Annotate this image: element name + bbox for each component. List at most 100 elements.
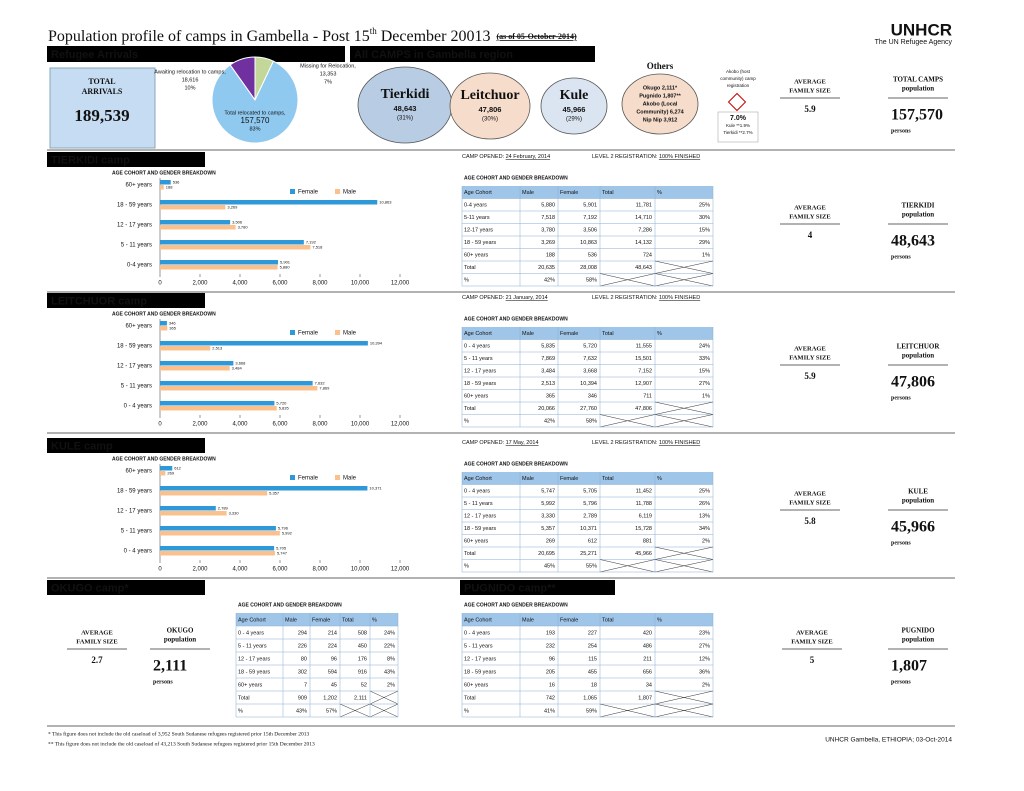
- table-cell: 55%: [586, 564, 597, 570]
- logo-tagline: The UN Refugee Agency: [875, 39, 953, 46]
- value-label: 188: [166, 185, 173, 190]
- population-label: TIERKIDI: [901, 202, 934, 210]
- title-sup: th: [370, 26, 378, 36]
- category-label: 60+ years: [125, 469, 152, 475]
- value-label: 3,506: [232, 220, 243, 225]
- camp-bubble-name: Tierkidi: [381, 87, 430, 102]
- table-cell: 5 - 11 years: [464, 643, 493, 649]
- others-line: Pugnido 1,807**: [639, 93, 681, 99]
- table-cell: 15,728: [635, 526, 652, 532]
- category-label: 12 - 17 years: [117, 509, 152, 515]
- table-cell: 115: [588, 656, 597, 662]
- bar: [160, 341, 368, 346]
- table-cell: %: [464, 564, 469, 570]
- table-cell: 27,760: [580, 406, 597, 412]
- table-cell: 26%: [699, 501, 710, 507]
- chart-title: AGE COHORT AND GENDER BREAKDOWN: [112, 170, 216, 176]
- value-label: 3,484: [232, 366, 243, 371]
- table-cell: 60+ years: [464, 682, 489, 688]
- table-cell: 656: [643, 669, 652, 675]
- camp-bubble-value: 45,966: [563, 105, 586, 114]
- table-cell: Total: [464, 551, 476, 557]
- camp-bubble-share: (31%): [397, 116, 413, 122]
- table-cell: 2,513: [541, 381, 555, 387]
- table-cell: 43%: [384, 669, 395, 675]
- family-label: AVERAGE: [794, 204, 826, 211]
- opened-date: 21 January, 2014: [506, 295, 548, 301]
- bar: [160, 406, 277, 411]
- table-cell: 3,780: [541, 228, 555, 234]
- total-box: [49, 67, 156, 149]
- x-tick-label: 2,000: [192, 422, 208, 428]
- table-cell: 1,065: [583, 695, 597, 701]
- table-cell: 420: [643, 630, 652, 636]
- camp-heading: KULE camp: [51, 440, 113, 452]
- family-label: AVERAGE: [794, 490, 826, 497]
- x-tick-label: 6,000: [272, 567, 288, 573]
- table-cell: 0 - 4 years: [464, 489, 490, 495]
- camp-heading: OKUGO camp*: [51, 582, 129, 594]
- table-cell: 60+ years: [464, 539, 489, 545]
- table-cell: 7,192: [583, 215, 597, 221]
- table-cell: 30%: [699, 215, 710, 221]
- footnote: ** This figure does not include the old …: [48, 740, 315, 747]
- x-tick-label: 12,000: [391, 567, 410, 573]
- registration-status: 100% FINISHED: [659, 295, 700, 301]
- camp-bubble-name: Leitchuor: [460, 88, 519, 103]
- x-tick-label: 4,000: [232, 422, 248, 428]
- camp-bubble-share: (29%): [566, 117, 582, 123]
- bar: [160, 366, 230, 371]
- value-label: 7,869: [319, 386, 330, 391]
- family-value: 5.9: [804, 371, 816, 381]
- population-unit: persons: [891, 254, 911, 260]
- legend-label: Male: [343, 476, 357, 482]
- table-cell: 24%: [384, 630, 395, 636]
- family-label: FAMILY SIZE: [76, 638, 117, 645]
- cross: [654, 546, 714, 560]
- bar: [160, 265, 278, 270]
- pie-label: Awaiting relocation to camps,: [154, 69, 226, 75]
- value-label: 346: [169, 321, 176, 326]
- camp-opened: CAMP OPENED: 24 February, 2014: [462, 154, 550, 160]
- value-label: 536: [173, 180, 180, 185]
- bar: [160, 491, 268, 496]
- note-line: Akobo (host: [726, 69, 751, 74]
- pie-slice: [211, 60, 299, 144]
- x-tick-label: 6,000: [272, 281, 288, 287]
- camp-heading: LEITCHUOR camp: [51, 295, 147, 307]
- population-label: TOTAL CAMPS: [893, 76, 943, 84]
- table-cell: 881: [643, 539, 652, 545]
- x-tick-label: 0: [158, 567, 162, 573]
- table-cell: Total: [464, 406, 476, 412]
- category-label: 18 - 59 years: [117, 203, 152, 209]
- table-column-header: %: [372, 617, 377, 623]
- legend-label: Male: [343, 331, 357, 337]
- table-cell: 18 - 59 years: [238, 669, 270, 675]
- table-cell: 5,357: [541, 526, 555, 532]
- table-cell: 232: [546, 643, 555, 649]
- value-label: 365: [169, 326, 176, 331]
- table-cell: 1,807: [638, 695, 652, 701]
- footnote: * This figure does not include the old c…: [48, 730, 309, 737]
- chart-title: AGE COHORT AND GENDER BREAKDOWN: [112, 311, 216, 317]
- value-label: 5,705: [276, 546, 287, 551]
- registration: LEVEL 2 REGISTRATION: 100% FINISHED: [592, 440, 700, 446]
- note-line: registration: [727, 83, 750, 88]
- table-cell: 211: [643, 656, 652, 662]
- camp-heading-bar: [47, 293, 205, 308]
- table-cell: 18 - 59 years: [464, 381, 496, 387]
- table-column-header: Female: [560, 190, 578, 196]
- table-cell: 909: [298, 695, 307, 701]
- registration-label: LEVEL 2 REGISTRATION:: [592, 154, 659, 160]
- region-heading: All CAMPS in Gambella region: [354, 49, 513, 61]
- family-value: 5: [810, 655, 815, 665]
- category-label: 0-4 years: [127, 263, 152, 269]
- x-tick-label: 12,000: [391, 281, 410, 287]
- population-label: LEITCHUOR: [897, 343, 941, 351]
- note-pct: 7.0%: [730, 115, 747, 122]
- table-cell: %: [464, 278, 469, 284]
- registration: LEVEL 2 REGISTRATION: 100% FINISHED: [592, 295, 700, 301]
- value-label: 5,357: [269, 491, 280, 496]
- table-cell: 2%: [702, 539, 710, 545]
- others-line: Nip Nip 3,912: [643, 117, 678, 123]
